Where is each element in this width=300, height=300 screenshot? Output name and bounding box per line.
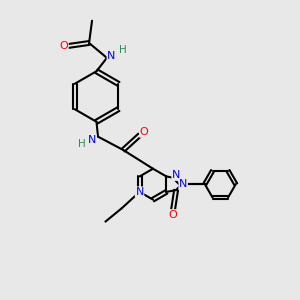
Text: O: O	[169, 210, 178, 220]
Text: N: N	[88, 135, 96, 145]
Text: N: N	[179, 179, 187, 189]
Text: N: N	[107, 51, 116, 62]
Text: O: O	[59, 41, 68, 51]
Text: H: H	[119, 45, 127, 56]
Text: O: O	[140, 127, 148, 137]
Text: N: N	[172, 170, 180, 180]
Text: N: N	[135, 187, 144, 197]
Text: H: H	[78, 139, 86, 149]
